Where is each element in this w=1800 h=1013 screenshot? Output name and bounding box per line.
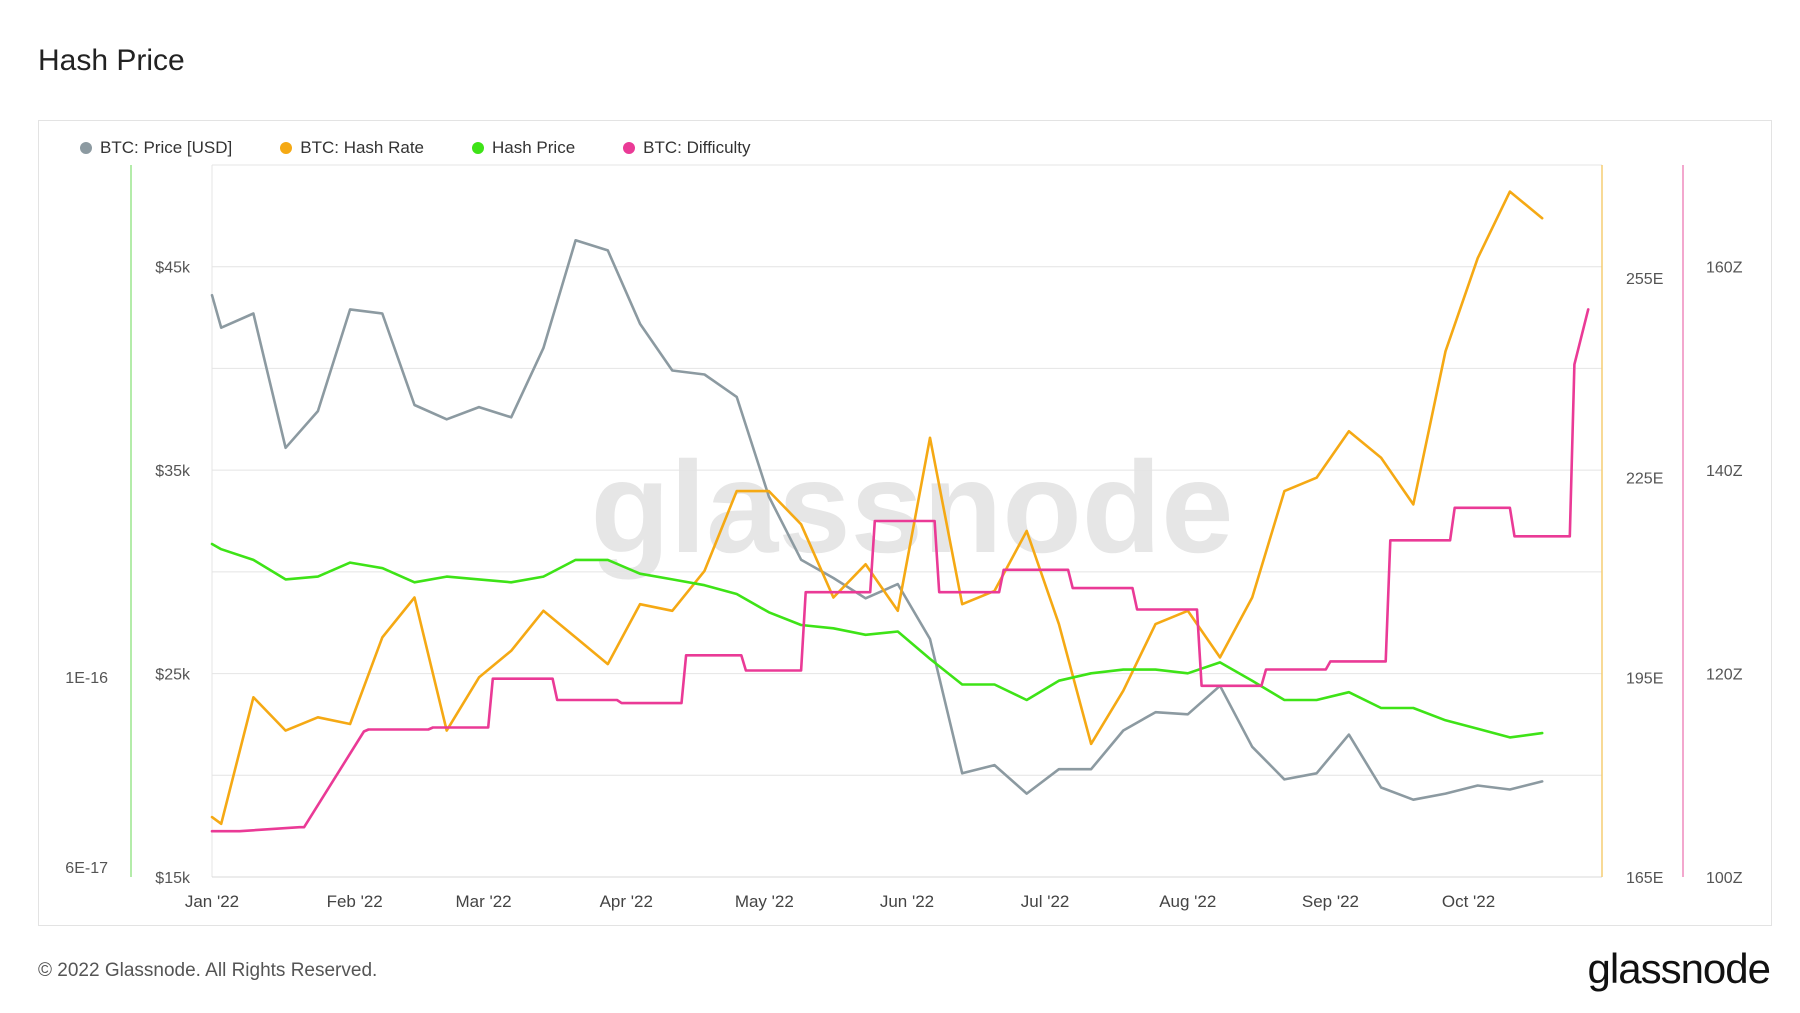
difficulty-axis-tick: 120Z bbox=[1706, 667, 1743, 684]
price-axis-tick: $45k bbox=[155, 260, 191, 277]
legend-dot-hash-rate bbox=[280, 142, 293, 154]
series-layer bbox=[210, 190, 1590, 833]
x-axis-tick: Mar '22 bbox=[455, 892, 511, 911]
legend-label-price: BTC: Price [USD] bbox=[100, 138, 233, 157]
series-line-hash-price[interactable] bbox=[210, 542, 1544, 739]
x-axis-tick: Jul '22 bbox=[1021, 892, 1070, 911]
hash-price-axis-tick: 6E-17 bbox=[65, 860, 108, 877]
legend-item-difficulty[interactable]: BTC: Difficulty bbox=[623, 138, 751, 158]
footer-copyright: © 2022 Glassnode. All Rights Reserved. bbox=[38, 960, 378, 981]
axis-layer: $45k $35k $25k $15k 1E-16 6E-17 255E 225E 195E 16… bbox=[65, 165, 1743, 911]
legend-label-hash-rate: BTC: Hash Rate bbox=[300, 138, 425, 157]
legend: BTC: Price [USD] BTC: Hash Rate Hash Pri… bbox=[80, 138, 799, 158]
x-axis-tick: Oct '22 bbox=[1442, 892, 1495, 911]
x-axis-tick: Feb '22 bbox=[327, 892, 383, 911]
hash-price-axis-tick: 1E-16 bbox=[65, 670, 108, 687]
legend-dot-hash-price bbox=[472, 142, 485, 154]
legend-label-hash-price: Hash Price bbox=[492, 138, 576, 157]
grid-layer bbox=[211, 164, 1602, 878]
x-axis-tick: Aug '22 bbox=[1159, 892, 1216, 911]
hash-rate-axis-tick: 225E bbox=[1626, 471, 1663, 488]
x-axis-tick: Jan '22 bbox=[185, 892, 239, 911]
series-line-btc-difficulty[interactable] bbox=[210, 308, 1590, 833]
x-axis-tick: Apr '22 bbox=[600, 892, 653, 911]
hash-rate-axis-tick: 255E bbox=[1626, 271, 1663, 288]
x-axis-tick: Sep '22 bbox=[1302, 892, 1359, 911]
legend-dot-price bbox=[80, 142, 92, 154]
footer-logo: glassnode bbox=[1587, 945, 1771, 992]
watermark: glassnode bbox=[591, 434, 1234, 580]
price-axis-tick: $15k bbox=[155, 870, 191, 887]
series-line-btc-hash-rate[interactable] bbox=[210, 190, 1544, 826]
price-axis-tick: $25k bbox=[155, 667, 191, 684]
series-line-btc-price-usd[interactable] bbox=[210, 239, 1544, 802]
price-axis-tick: $35k bbox=[155, 463, 191, 480]
legend-dot-difficulty bbox=[623, 142, 636, 154]
x-axis-tick: May '22 bbox=[735, 892, 794, 911]
x-axis-tick: Jun '22 bbox=[880, 892, 934, 911]
difficulty-axis-tick: 140Z bbox=[1706, 463, 1743, 480]
page-title: Hash Price bbox=[38, 44, 185, 77]
chart-frame bbox=[38, 120, 1772, 926]
hash-rate-axis-tick: 165E bbox=[1626, 870, 1663, 887]
legend-item-hash-price[interactable]: Hash Price bbox=[472, 138, 575, 158]
difficulty-axis-tick: 160Z bbox=[1706, 260, 1743, 277]
legend-label-difficulty: BTC: Difficulty bbox=[643, 138, 751, 157]
hash-rate-axis-tick: 195E bbox=[1626, 670, 1663, 687]
legend-item-price[interactable]: BTC: Price [USD] bbox=[80, 138, 232, 158]
legend-item-hash-rate[interactable]: BTC: Hash Rate bbox=[280, 138, 424, 158]
difficulty-axis-tick: 100Z bbox=[1706, 870, 1743, 887]
